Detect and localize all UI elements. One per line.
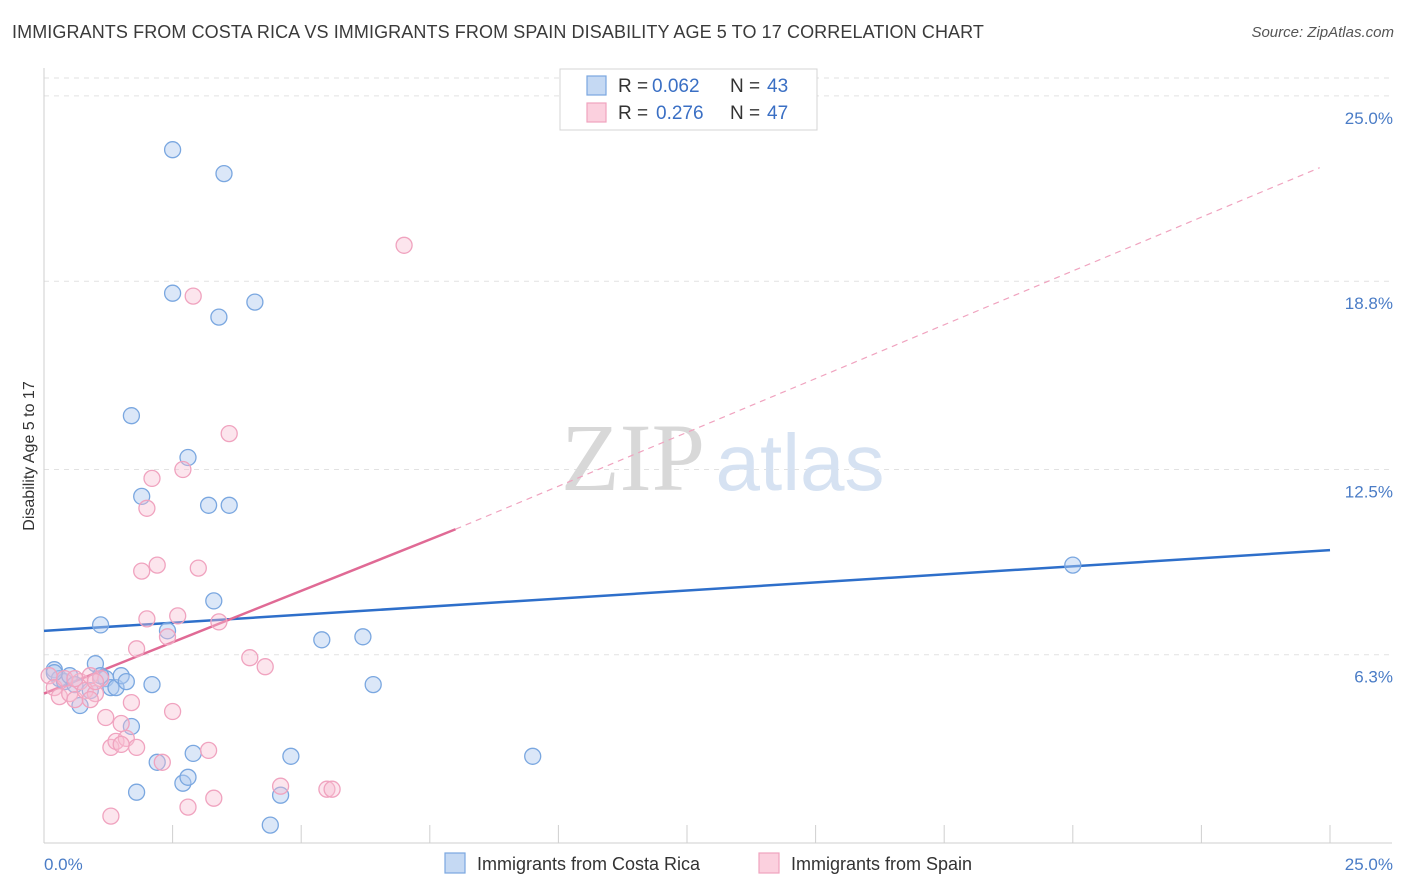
point-costa-rica bbox=[282, 747, 300, 765]
point-spain bbox=[318, 780, 336, 798]
point-costa-rica bbox=[163, 284, 182, 302]
tick-labels: 6.3% 12.5% 18.8% 25.0% 0.0% 25.0% bbox=[44, 109, 1393, 874]
legend-swatch-costa-rica bbox=[586, 75, 607, 96]
point-costa-rica bbox=[179, 768, 197, 786]
point-spain bbox=[148, 556, 166, 574]
point-spain bbox=[158, 628, 177, 646]
legend-n-value-costa-rica: 43 bbox=[767, 76, 788, 97]
point-costa-rica bbox=[117, 672, 135, 691]
point-spain bbox=[189, 559, 207, 577]
point-spain bbox=[66, 669, 84, 688]
point-spain bbox=[91, 669, 110, 688]
point-costa-rica bbox=[127, 783, 146, 801]
point-spain bbox=[184, 287, 202, 305]
point-costa-rica bbox=[45, 664, 63, 682]
point-spain bbox=[86, 672, 105, 691]
point-costa-rica bbox=[364, 675, 382, 694]
y-tick-label: 18.8% bbox=[1345, 294, 1393, 313]
point-costa-rica bbox=[261, 816, 279, 834]
point-spain bbox=[174, 460, 192, 479]
point-spain bbox=[127, 738, 146, 757]
point-costa-rica bbox=[524, 747, 542, 765]
watermark-atlas: atlas bbox=[716, 418, 885, 507]
point-spain bbox=[127, 640, 146, 658]
y-tick-label: 6.3% bbox=[1354, 668, 1393, 687]
watermark: ZIP atlas bbox=[561, 404, 884, 511]
legend-box: R = 0.062 N = 43 R = 0.276 N = 47 bbox=[559, 68, 818, 131]
point-spain bbox=[122, 693, 141, 712]
point-costa-rica bbox=[66, 675, 84, 694]
point-costa-rica bbox=[143, 675, 161, 694]
point-costa-rica bbox=[163, 141, 182, 159]
point-spain bbox=[179, 798, 197, 816]
point-spain bbox=[241, 649, 259, 667]
trend-line-spain bbox=[43, 528, 456, 695]
trend-line-spain-extension bbox=[455, 167, 1320, 530]
point-spain bbox=[256, 658, 274, 676]
watermark-zip: ZIP bbox=[561, 404, 705, 511]
legend-swatch-spain bbox=[586, 102, 607, 123]
point-spain bbox=[107, 732, 125, 751]
legend-n-label-spain: N = bbox=[730, 103, 760, 124]
point-spain bbox=[323, 780, 341, 798]
point-costa-rica bbox=[91, 616, 110, 634]
legend-r-label-costa-rica: R = bbox=[618, 76, 648, 97]
point-costa-rica bbox=[220, 496, 238, 514]
point-costa-rica bbox=[246, 293, 264, 311]
point-spain bbox=[220, 424, 238, 443]
point-costa-rica bbox=[210, 308, 228, 326]
point-costa-rica bbox=[313, 631, 331, 649]
point-costa-rica bbox=[199, 496, 218, 514]
point-costa-rica bbox=[205, 592, 223, 610]
point-spain bbox=[210, 613, 228, 631]
point-spain bbox=[112, 714, 130, 733]
y-tick-label: 12.5% bbox=[1345, 482, 1393, 501]
bottom-legend-swatch-spain bbox=[758, 852, 780, 874]
point-spain bbox=[138, 610, 156, 628]
point-costa-rica bbox=[158, 622, 177, 640]
point-spain bbox=[102, 807, 120, 825]
bottom-legend-label-costa-rica: Immigrants from Costa Rica bbox=[477, 854, 701, 874]
legend-r-label-spain: R = bbox=[618, 103, 648, 124]
trend-line-costa-rica bbox=[43, 548, 1331, 633]
point-spain bbox=[97, 708, 115, 727]
legend-r-value-spain: 0.276 bbox=[656, 103, 704, 124]
x-tick-label: 0.0% bbox=[44, 855, 83, 874]
point-costa-rica bbox=[215, 164, 233, 183]
data-points bbox=[40, 141, 1082, 834]
bottom-legend: Immigrants from Costa Rica Immigrants fr… bbox=[444, 852, 972, 874]
trend-lines bbox=[43, 167, 1331, 695]
grid-lines bbox=[44, 77, 1392, 656]
point-spain bbox=[112, 735, 130, 754]
point-spain bbox=[153, 753, 171, 771]
bottom-legend-label-spain: Immigrants from Spain bbox=[791, 854, 972, 874]
point-costa-rica bbox=[1064, 556, 1082, 574]
chart-title: IMMIGRANTS FROM COSTA RICA VS IMMIGRANTS… bbox=[12, 22, 985, 42]
chart-source: Source: ZipAtlas.com bbox=[1251, 24, 1394, 41]
y-tick-label: 25.0% bbox=[1345, 109, 1393, 128]
point-spain bbox=[81, 690, 99, 709]
point-costa-rica bbox=[122, 407, 141, 425]
x-tick-label: 25.0% bbox=[1345, 855, 1393, 874]
point-spain bbox=[205, 789, 223, 807]
point-costa-rica bbox=[271, 786, 290, 804]
point-costa-rica bbox=[354, 628, 372, 646]
y-axis-title: Disability Age 5 to 17 bbox=[21, 381, 38, 531]
legend-n-value-spain: 47 bbox=[767, 103, 788, 124]
point-spain bbox=[143, 469, 161, 488]
point-costa-rica bbox=[184, 744, 202, 763]
point-spain bbox=[199, 741, 218, 760]
bottom-legend-swatch-costa-rica bbox=[444, 852, 466, 874]
point-spain bbox=[163, 702, 182, 721]
legend-r-value-costa-rica: 0.062 bbox=[652, 76, 700, 97]
point-costa-rica bbox=[148, 753, 166, 771]
point-spain bbox=[138, 499, 156, 517]
axes bbox=[43, 68, 1392, 844]
legend-n-label-costa-rica: N = bbox=[730, 76, 760, 97]
point-spain bbox=[395, 236, 413, 254]
point-spain bbox=[133, 562, 151, 580]
point-spain bbox=[271, 777, 290, 795]
point-spain bbox=[169, 607, 187, 625]
